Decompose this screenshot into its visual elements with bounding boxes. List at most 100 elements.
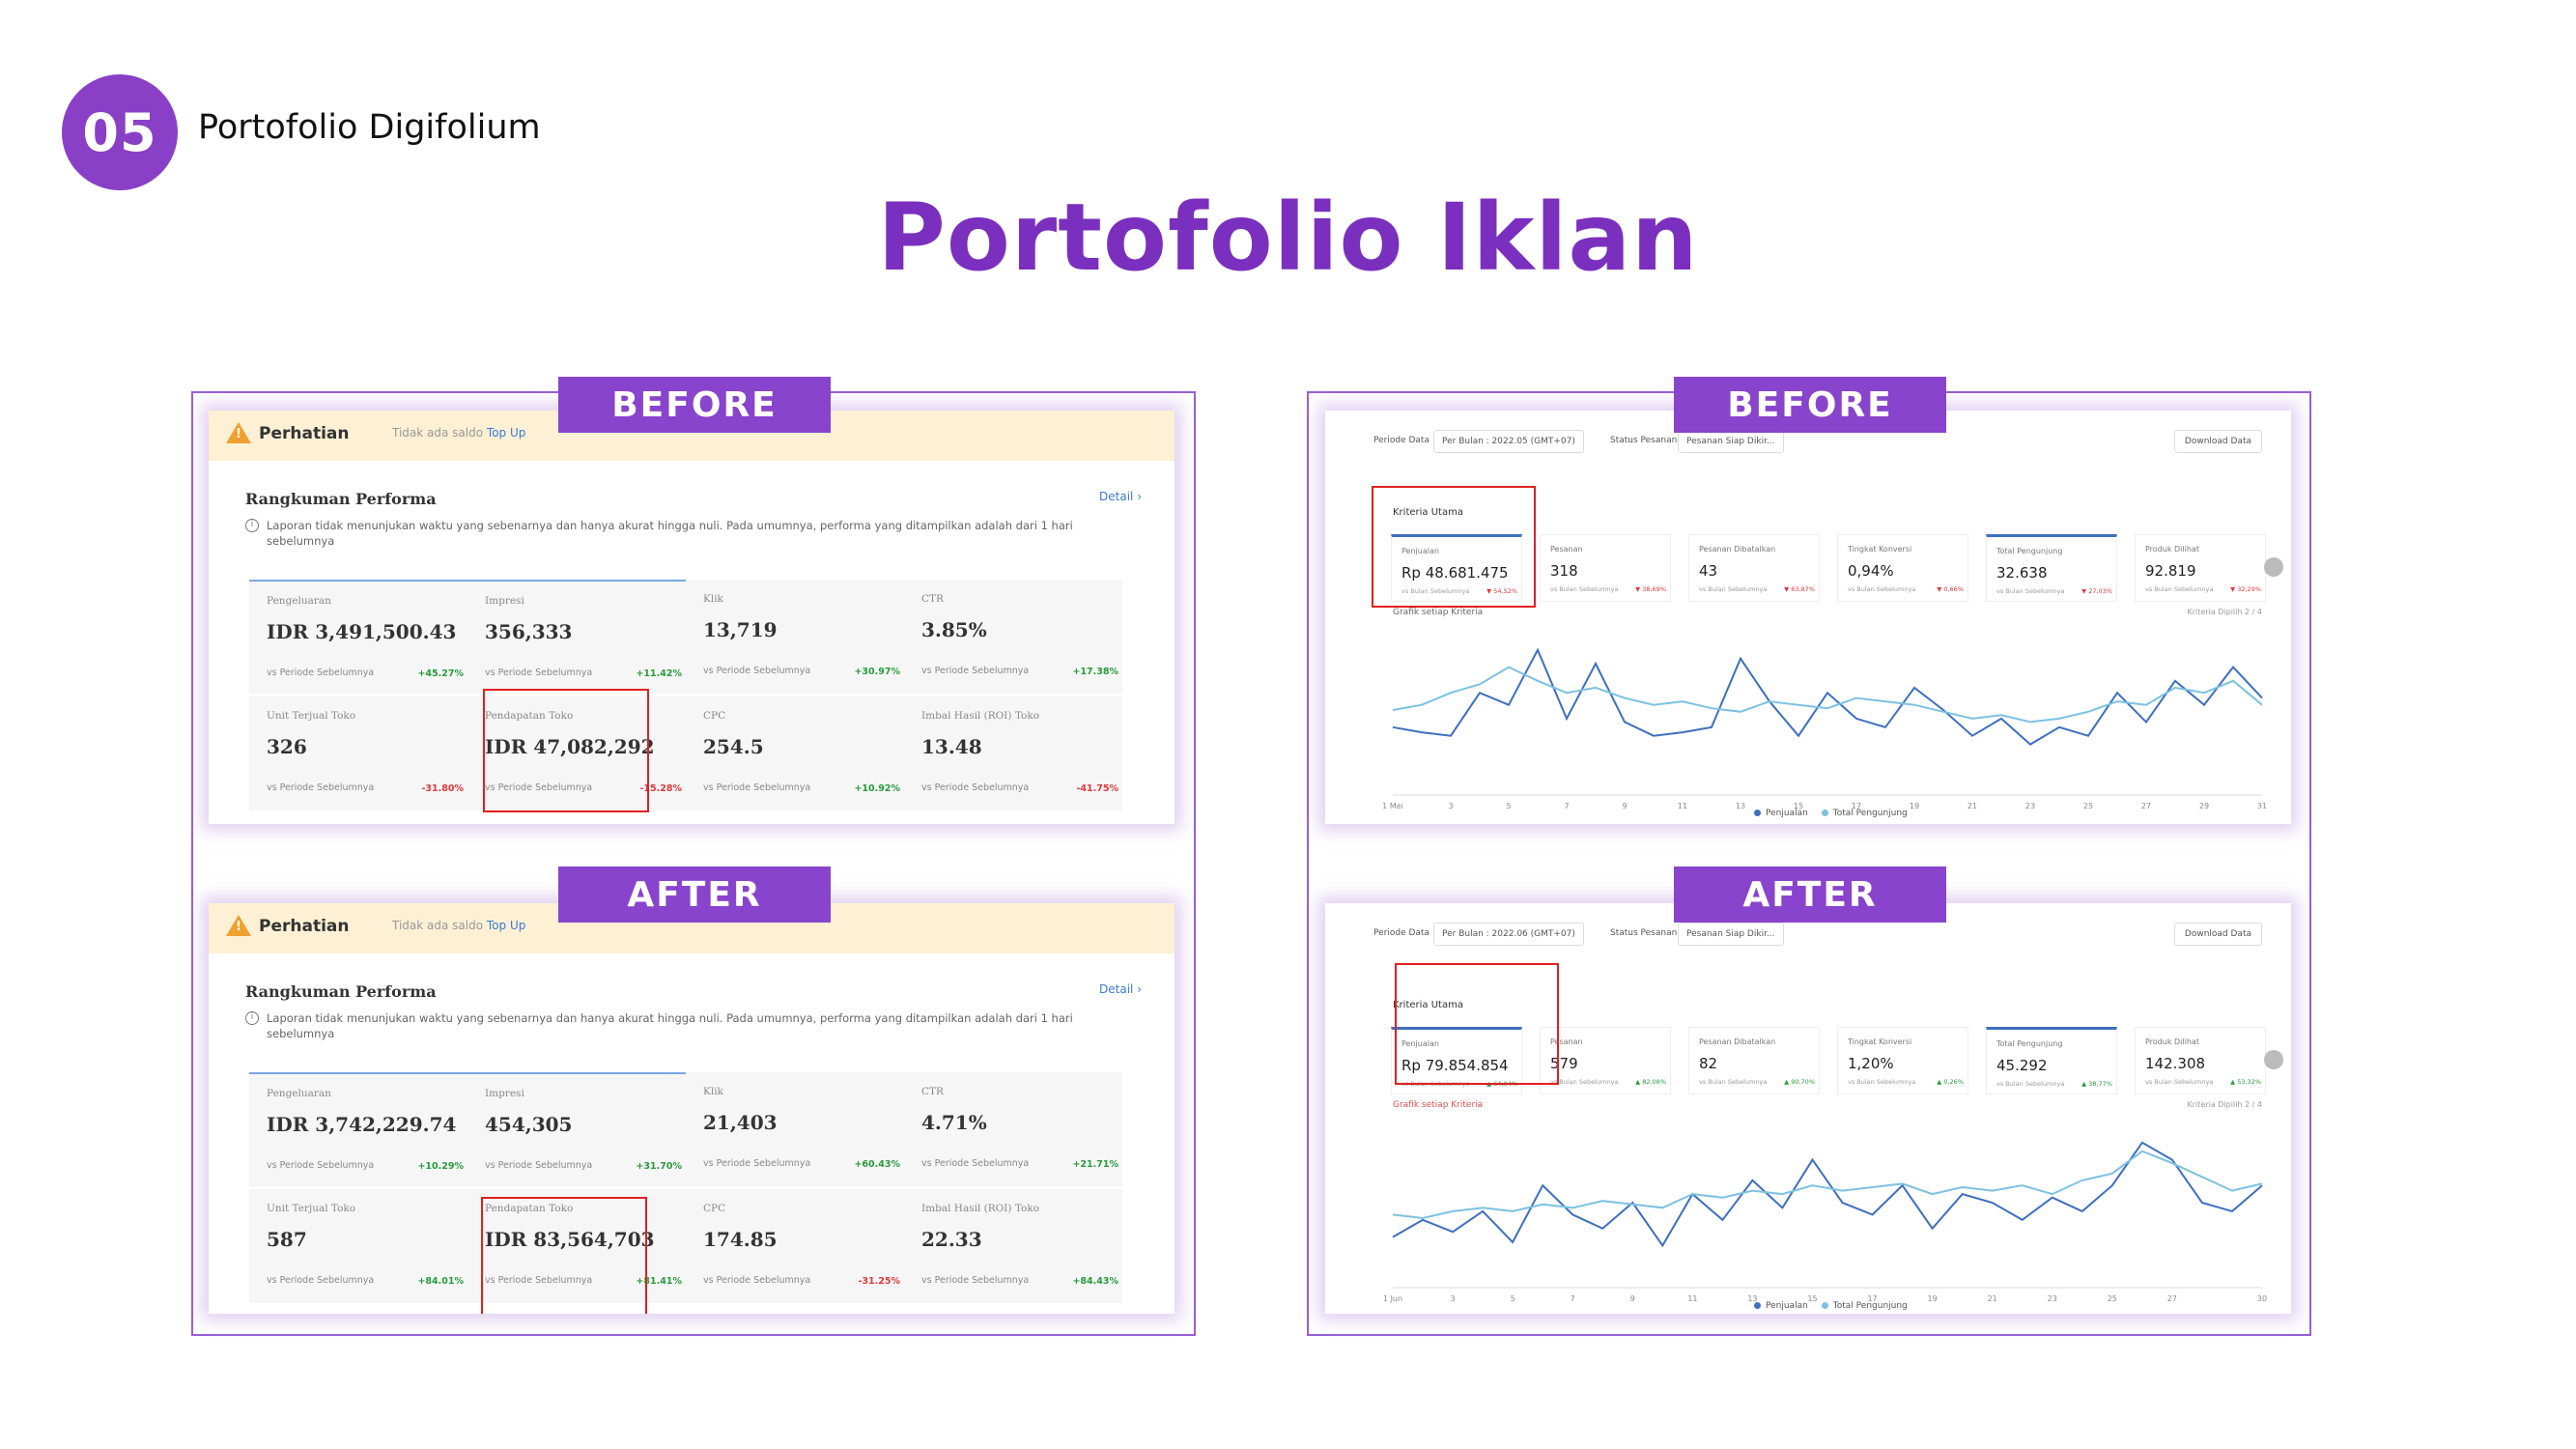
legend-label-sales: Penjualan bbox=[1766, 1301, 1808, 1311]
status-select[interactable]: Pesanan Siap Dikir... bbox=[1678, 430, 1784, 453]
metric-card[interactable]: Imbal Hasil (ROI) Toko 22.33 vs Periode Se… bbox=[904, 1189, 1122, 1303]
kpi-card[interactable]: Produk Dilihat 92.819 vs Bulan Sebelumnya ▼… bbox=[2135, 534, 2266, 602]
kpi-card[interactable]: Tingkat Konversi 1,20% vs Bulan Sebelumnya… bbox=[1837, 1027, 1968, 1094]
metric-card[interactable]: Klik 13,719 vs Periode Sebelumnya +30.97% bbox=[686, 580, 904, 694]
download-data-button[interactable]: Download Data bbox=[2173, 430, 2262, 453]
scroll-right-button[interactable] bbox=[2264, 1050, 2283, 1069]
status-select[interactable]: Pesanan Siap Dikir... bbox=[1678, 923, 1784, 946]
metric-card[interactable]: Klik 21,403 vs Periode Sebelumnya +60.43% bbox=[686, 1072, 904, 1186]
kpi-change: ▼ 54,52% bbox=[1486, 587, 1517, 595]
metric-change: +84.01% bbox=[417, 1276, 464, 1287]
line-chart: 1 Jun 3 5 7 9 11 13 15 17 19 21 23 25 27 30 bbox=[1383, 1141, 2267, 1303]
metric-card[interactable]: Pendapatan Toko IDR 83,564,703 vs Periode … bbox=[467, 1189, 686, 1303]
kpi-label: Penjualan bbox=[1401, 1039, 1439, 1048]
kpi-card[interactable]: Pesanan 579 vs Bulan Sebelumnya ▲ 82,08% bbox=[1540, 1027, 1671, 1094]
metric-compare-label: vs Periode Sebelumnya bbox=[921, 1275, 1030, 1286]
metric-card[interactable]: Unit Terjual Toko 326 vs Periode Sebelumny… bbox=[249, 696, 467, 810]
alert-message: Tidak ada saldo Top Up bbox=[392, 919, 525, 932]
alert-message-text: Tidak ada saldo bbox=[392, 919, 484, 932]
kpi-card[interactable]: Pesanan 318 vs Bulan Sebelumnya ▼ 38,69% bbox=[1540, 534, 1671, 602]
info-text: Laporan tidak menunjukan waktu yang sebe… bbox=[267, 1011, 1073, 1040]
kpi-card[interactable]: Pesanan Dibatalkan 82 vs Bulan Sebelumnya ▲… bbox=[1688, 1027, 1820, 1094]
series-line-sales bbox=[1392, 647, 2263, 746]
metric-value: 13,719 bbox=[703, 618, 778, 641]
period-select[interactable]: Per Bulan : 2022.05 (GMT+07) bbox=[1433, 430, 1584, 453]
metric-label: CTR bbox=[921, 1086, 944, 1097]
kpi-value: 45.292 bbox=[1996, 1057, 2048, 1074]
kpi-compare-label: vs Bulan Sebelumnya bbox=[1996, 587, 2065, 595]
kpi-card[interactable]: Total Pengunjung 32.638 vs Bulan Sebelumny… bbox=[1986, 534, 2117, 602]
metric-change: +10.92% bbox=[854, 783, 900, 794]
period-select[interactable]: Per Bulan : 2022.06 (GMT+07) bbox=[1433, 923, 1584, 946]
metric-change: +17.38% bbox=[1072, 667, 1118, 677]
metric-card[interactable]: Impresi 356,333 vs Periode Sebelumnya +11.4… bbox=[467, 580, 686, 694]
kpi-compare-label: vs Bulan Sebelumnya bbox=[1550, 1078, 1619, 1086]
info-icon: i bbox=[245, 1011, 259, 1025]
metric-card[interactable]: Imbal Hasil (ROI) Toko 13.48 vs Periode Se… bbox=[904, 696, 1122, 810]
kpi-card[interactable]: Total Pengunjung 45.292 vs Bulan Sebelumny… bbox=[1986, 1027, 2117, 1094]
metric-change: +45.27% bbox=[417, 668, 464, 679]
top-up-link[interactable]: Top Up bbox=[486, 919, 526, 932]
metric-value: 174.85 bbox=[703, 1228, 778, 1251]
metric-compare-label: vs Periode Sebelumnya bbox=[485, 1275, 593, 1286]
shop-screenshot-before: Periode Data Per Bulan : 2022.05 (GMT+07)… bbox=[1325, 411, 2291, 824]
kpi-card[interactable]: Penjualan Rp 48.681.475 vs Bulan Sebelumny… bbox=[1391, 534, 1522, 602]
x-tick-label: 5 bbox=[1511, 1294, 1515, 1303]
metric-card[interactable]: CPC 174.85 vs Periode Sebelumnya -31.25% bbox=[686, 1189, 904, 1303]
before-tag-shop: BEFORE bbox=[1674, 377, 1946, 433]
metric-card[interactable]: Unit Terjual Toko 587 vs Periode Sebelumny… bbox=[249, 1189, 467, 1303]
performance-summary-card: Rangkuman Performa Detail › i Laporan tidak… bbox=[230, 478, 1159, 824]
warning-icon: ! bbox=[226, 915, 251, 936]
kpi-card[interactable]: Pesanan Dibatalkan 43 vs Bulan Sebelumnya ▼… bbox=[1688, 534, 1820, 602]
criteria-label: Kriteria Utama bbox=[1393, 1000, 1463, 1010]
metric-change: +81.41% bbox=[636, 1276, 682, 1287]
kpi-value: 318 bbox=[1550, 562, 1578, 580]
metric-card[interactable]: Pengeluaran IDR 3,742,229.74 vs Periode Se… bbox=[249, 1072, 467, 1186]
metric-value: 22.33 bbox=[921, 1228, 982, 1251]
metric-card[interactable]: CTR 4.71% vs Periode Sebelumnya +21.71% bbox=[904, 1072, 1122, 1186]
summary-title: Rangkuman Performa bbox=[245, 490, 437, 508]
metric-value: 4.71% bbox=[921, 1111, 987, 1134]
metric-label: Pendapatan Toko bbox=[485, 710, 574, 722]
filter-bar: Periode Data Per Bulan : 2022.05 (GMT+07)… bbox=[1373, 426, 2262, 459]
metric-card[interactable]: CPC 254.5 vs Periode Sebelumnya +10.92% bbox=[686, 696, 904, 810]
x-tick-label: 1 Mei bbox=[1383, 802, 1403, 810]
legend-label-visitors: Total Pengunjung bbox=[1832, 1301, 1908, 1311]
kpi-value: 1,20% bbox=[1848, 1055, 1894, 1072]
kpi-card[interactable]: Tingkat Konversi 0,94% vs Bulan Sebelumnya… bbox=[1837, 534, 1968, 602]
detail-link[interactable]: Detail › bbox=[1099, 982, 1142, 996]
line-chart: 1 Mei 3 5 7 9 11 13 15 17 19 21 23 25 27 29 31 bbox=[1383, 647, 2267, 810]
metric-label: Pengeluaran bbox=[267, 595, 331, 607]
series-line-visitors bbox=[1392, 1150, 2263, 1220]
metric-card[interactable]: Impresi 454,305 vs Periode Sebelumnya +31.7… bbox=[467, 1072, 686, 1186]
status-label: Status Pesanan bbox=[1610, 436, 1678, 445]
metric-card[interactable]: Pendapatan Toko IDR 47,082,292 vs Periode … bbox=[467, 696, 686, 810]
metric-label: Imbal Hasil (ROI) Toko bbox=[921, 1203, 1040, 1214]
metric-card[interactable]: CTR 3.85% vs Periode Sebelumnya +17.38% bbox=[904, 580, 1122, 694]
x-tick-label: 29 bbox=[2199, 802, 2209, 810]
highlight-box bbox=[1395, 963, 1559, 1085]
download-data-button[interactable]: Download Data bbox=[2173, 923, 2262, 946]
x-tick-label: 3 bbox=[1451, 1294, 1456, 1303]
top-up-link[interactable]: Top Up bbox=[486, 426, 526, 440]
metric-card[interactable]: Pengeluaran IDR 3,491,500.43 vs Periode Se… bbox=[249, 580, 467, 694]
x-tick-label: 17 bbox=[1852, 802, 1861, 810]
scroll-right-button[interactable] bbox=[2264, 557, 2283, 577]
status-label: Status Pesanan bbox=[1610, 928, 1678, 938]
chart-caption: Grafik setiap Kriteria bbox=[1393, 608, 1484, 617]
metric-compare-label: vs Periode Sebelumnya bbox=[485, 1160, 593, 1171]
kpi-change: ▼ 32,29% bbox=[2230, 585, 2261, 593]
metric-change: -15.28% bbox=[639, 783, 682, 794]
kpi-value: 82 bbox=[1699, 1055, 1718, 1072]
criteria-selected-count: Kriteria Dipilih 2 / 4 bbox=[2187, 608, 2262, 616]
x-tick-label: 19 bbox=[1928, 1294, 1938, 1303]
metric-compare-label: vs Periode Sebelumnya bbox=[921, 1158, 1030, 1169]
detail-link[interactable]: Detail › bbox=[1099, 490, 1142, 503]
after-tag-ads: AFTER bbox=[558, 867, 831, 923]
kpi-card[interactable]: Produk Dilihat 142.308 vs Bulan Sebelumnya… bbox=[2135, 1027, 2266, 1094]
kpi-compare-label: vs Bulan Sebelumnya bbox=[1550, 585, 1619, 593]
alert-banner: ! Perhatian Tidak ada saldo Top Up bbox=[209, 903, 1175, 953]
x-tick-label: 27 bbox=[2167, 1294, 2177, 1303]
x-tick-label: 11 bbox=[1687, 1294, 1697, 1303]
x-tick-label: 21 bbox=[1988, 1294, 1997, 1303]
